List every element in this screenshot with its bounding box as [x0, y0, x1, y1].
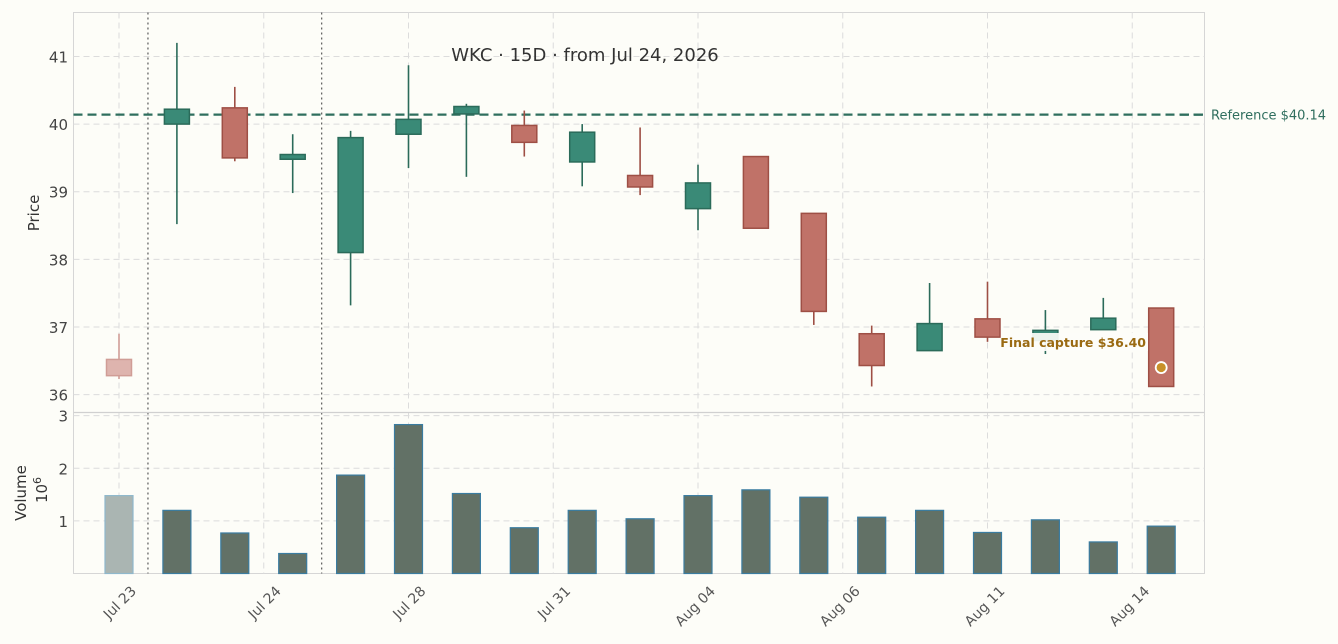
candle-body [105, 358, 133, 377]
candle [395, 65, 422, 169]
candle [916, 283, 943, 352]
candle-body [858, 332, 885, 367]
candle [1147, 307, 1175, 388]
x-tick-label: Jul 24 [245, 583, 285, 623]
plot-frame [73, 12, 1205, 574]
volume-axis-label: Volume [12, 465, 30, 521]
volume-bar [393, 423, 424, 575]
volume-bar [278, 552, 308, 575]
volume-bar [1030, 519, 1061, 575]
volume-bar [625, 518, 655, 575]
candle-body [337, 136, 364, 254]
price-tick-label: 37 [49, 319, 68, 337]
reference-layer: Reference $40.14 [73, 109, 1326, 124]
candle-body [742, 155, 770, 229]
volume-bar [972, 531, 1003, 575]
volume-bar [1146, 525, 1176, 575]
candle-body [1090, 317, 1117, 331]
candle-body [221, 107, 249, 159]
volume-bar [220, 532, 250, 575]
x-tick-label: Aug 06 [817, 583, 863, 629]
vertical-markers [147, 12, 323, 574]
candle [279, 134, 306, 194]
x-tick-label: Aug 11 [962, 584, 1008, 630]
price-tick-label: 39 [49, 184, 68, 202]
volume-tick-label: 3 [58, 408, 68, 426]
volume-bar [162, 509, 192, 575]
price-axis-label: Price [25, 195, 43, 232]
candle-body [511, 124, 538, 144]
x-tick-label: Jul 23 [100, 584, 140, 624]
candle [626, 127, 654, 196]
volume-bar [1088, 541, 1118, 575]
x-tick-label: Jul 31 [534, 584, 574, 624]
volume-bar [741, 489, 771, 575]
volume-tick-label: 1 [58, 513, 68, 531]
candles [105, 42, 1175, 388]
candle [337, 130, 364, 306]
candle-body [453, 105, 480, 115]
volume-bar [914, 509, 945, 575]
price-tick-label: 40 [49, 116, 68, 134]
x-tick-label: Aug 04 [672, 583, 718, 629]
volume-bars [104, 423, 1176, 575]
x-tick-label: Aug 14 [1107, 583, 1153, 629]
x-tick-label: Jul 28 [390, 584, 430, 624]
candle-body [395, 118, 422, 135]
candle [1090, 297, 1117, 331]
volume-bar [567, 509, 597, 575]
chart-title: WKC · 15D · from Jul 24, 2026 [451, 45, 719, 66]
price-tick-label: 38 [49, 251, 68, 269]
final-capture-label: Final capture $36.40 [1000, 335, 1146, 350]
final-capture-marker [1154, 361, 1168, 374]
candle [163, 42, 191, 225]
volume-bar [799, 496, 829, 575]
candle [511, 110, 538, 157]
final-label-background [1005, 333, 1148, 351]
candle [684, 164, 712, 231]
candle-body [1147, 307, 1175, 388]
volume-bar [104, 495, 134, 575]
candle-body [800, 212, 828, 313]
candle-body [163, 108, 191, 125]
price-tick-label: 36 [49, 387, 68, 405]
annotations: Final capture $36.40 [1000, 333, 1168, 374]
volume-bar [857, 516, 887, 575]
reference-label: Reference $40.14 [1211, 109, 1326, 124]
candle-body [279, 153, 306, 161]
volume-bar [451, 492, 481, 575]
candle [453, 103, 480, 177]
candle-body [626, 174, 654, 188]
volume-bar [509, 527, 539, 575]
volume-axis-multiplier: 106 [31, 477, 51, 503]
candle [221, 86, 249, 162]
volume-bar [683, 495, 713, 575]
candle [742, 155, 770, 229]
candle-body [916, 322, 943, 352]
candle-body [974, 318, 1001, 338]
volume-bar [336, 474, 366, 575]
candle [974, 281, 1001, 342]
price-tick-label: 41 [49, 48, 68, 66]
candle-body [568, 131, 596, 163]
candle-body [684, 182, 712, 210]
candle [800, 212, 828, 325]
candle [858, 325, 885, 387]
volume-tick-label: 2 [58, 460, 68, 478]
candle [568, 124, 596, 187]
candle [105, 333, 133, 380]
